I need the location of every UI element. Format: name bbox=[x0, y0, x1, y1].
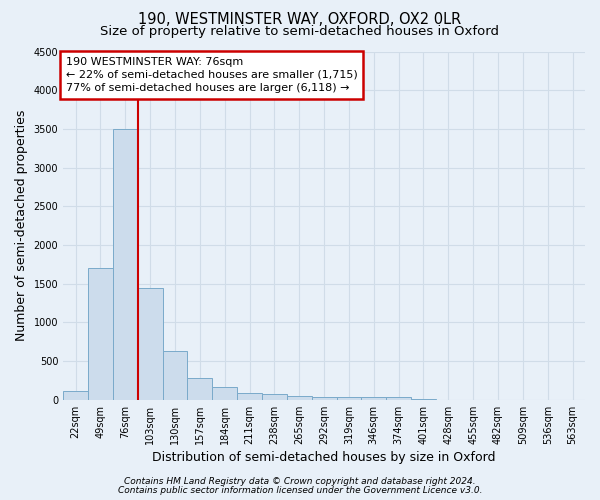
Bar bbox=[262, 394, 287, 400]
Bar bbox=[361, 397, 386, 400]
Bar bbox=[163, 351, 187, 400]
Bar bbox=[138, 288, 163, 400]
Bar bbox=[113, 129, 138, 400]
Text: 190 WESTMINSTER WAY: 76sqm
← 22% of semi-detached houses are smaller (1,715)
77%: 190 WESTMINSTER WAY: 76sqm ← 22% of semi… bbox=[66, 56, 358, 93]
Bar bbox=[386, 398, 411, 400]
Bar bbox=[212, 388, 237, 400]
Text: 190, WESTMINSTER WAY, OXFORD, OX2 0LR: 190, WESTMINSTER WAY, OXFORD, OX2 0LR bbox=[139, 12, 461, 28]
Bar bbox=[187, 378, 212, 400]
Bar bbox=[237, 393, 262, 400]
Text: Contains public sector information licensed under the Government Licence v3.0.: Contains public sector information licen… bbox=[118, 486, 482, 495]
Text: Contains HM Land Registry data © Crown copyright and database right 2024.: Contains HM Land Registry data © Crown c… bbox=[124, 477, 476, 486]
Bar bbox=[88, 268, 113, 400]
Bar bbox=[63, 390, 88, 400]
Bar bbox=[311, 396, 337, 400]
Bar bbox=[287, 396, 311, 400]
Bar bbox=[337, 398, 361, 400]
Y-axis label: Number of semi-detached properties: Number of semi-detached properties bbox=[15, 110, 28, 342]
X-axis label: Distribution of semi-detached houses by size in Oxford: Distribution of semi-detached houses by … bbox=[152, 451, 496, 464]
Text: Size of property relative to semi-detached houses in Oxford: Size of property relative to semi-detach… bbox=[101, 25, 499, 38]
